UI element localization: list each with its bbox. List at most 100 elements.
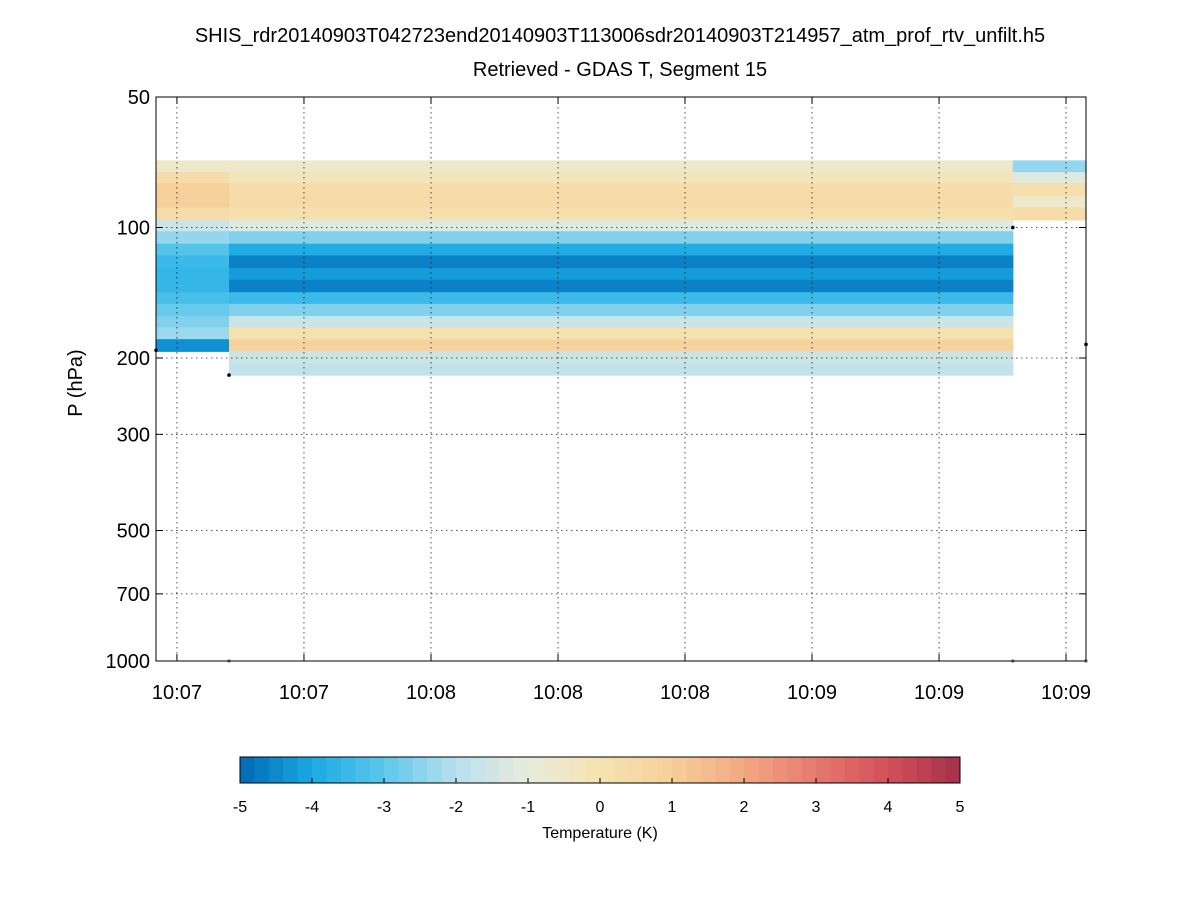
colorbar-segment (412, 757, 428, 783)
heatmap-cell (229, 363, 1014, 376)
colorbar-segment (628, 757, 644, 783)
colorbar-segment (830, 757, 846, 783)
colorbar-segment (398, 757, 414, 783)
colorbar-segment (499, 757, 515, 783)
colorbar-segment (556, 757, 572, 783)
heatmap (156, 160, 1087, 376)
x-tick-label: 10:08 (406, 682, 456, 704)
heatmap-cell (156, 279, 230, 293)
colorbar-segment (528, 757, 543, 783)
colorbar-segment (816, 757, 831, 783)
colorbar-segment (571, 757, 587, 783)
x-tick-label: 10:09 (914, 682, 964, 704)
colorbar-segment (470, 757, 486, 783)
heatmap-cell (156, 172, 230, 184)
heatmap-cell (229, 160, 1014, 173)
colorbar-segment (542, 757, 558, 783)
colorbar-segment (600, 757, 615, 783)
colorbar-segment (700, 757, 716, 783)
colorbar-tick-label: 3 (812, 799, 821, 816)
heatmap-cell (156, 243, 230, 257)
colorbar-tick-label: -1 (521, 799, 535, 816)
colorbar-tick-label: 2 (740, 799, 749, 816)
heatmap-cell (229, 172, 1014, 184)
heatmap-cell (1012, 207, 1087, 221)
grid (156, 97, 1086, 662)
heatmap-cell (156, 160, 230, 173)
colorbar-segment (427, 757, 443, 783)
heatmap-cell (229, 303, 1014, 317)
x-tick-label: 10:07 (279, 682, 329, 704)
colorbar-segment (585, 757, 601, 783)
colorbar-segment (744, 757, 759, 783)
colorbar-segment (513, 757, 529, 783)
heatmap-cell (156, 315, 230, 328)
colorbar-segment (326, 757, 342, 783)
colorbar-segment (801, 757, 817, 783)
y-axis: 50 100 200 300 500 700 1000 (106, 87, 1086, 673)
heatmap-cell (229, 292, 1014, 305)
y-tick-label: 500 (117, 521, 150, 543)
colorbar-tick-label: -5 (233, 799, 247, 816)
colorbar-segment (340, 757, 356, 783)
heatmap-cell (156, 303, 230, 317)
heatmap-cell (1012, 172, 1087, 184)
colorbar-segment (729, 757, 745, 783)
colorbar-segment (859, 757, 875, 783)
heatmap-cell (229, 231, 1014, 245)
colorbar-segment (686, 757, 702, 783)
heatmap-cell (156, 255, 230, 269)
colorbar-segment (758, 757, 774, 783)
heatmap-cell (229, 219, 1014, 232)
heatmap-cell (156, 339, 230, 352)
heatmap-cell (229, 315, 1014, 328)
markers (154, 225, 1088, 663)
colorbar-segment (657, 757, 673, 783)
y-axis-label: P (hPa) (65, 349, 87, 416)
colorbar-label: Temperature (K) (542, 825, 658, 842)
y-tick-label: 100 (117, 217, 150, 239)
x-tick-label: 10:09 (787, 682, 837, 704)
x-tick-label: 10:07 (152, 682, 202, 704)
colorbar-segment (873, 757, 889, 783)
colorbar-ticks: -5 -4 -3 -2 -1 0 1 2 3 4 5 (233, 778, 965, 816)
colorbar-tick-label: 1 (668, 799, 677, 816)
x-tick-label: 10:08 (660, 682, 710, 704)
heatmap-cell (229, 255, 1014, 269)
colorbar-segment (441, 757, 457, 783)
heatmap-cell (229, 268, 1014, 281)
colorbar-tick-label: 5 (956, 799, 965, 816)
plot-area-frame (155, 96, 1087, 662)
colorbar-segment (844, 757, 860, 783)
heatmap-cell (1012, 195, 1087, 209)
colorbar-segment (902, 757, 918, 783)
heatmap-cell (229, 195, 1014, 209)
colorbar-segment (355, 757, 371, 783)
colorbar-segment (268, 757, 284, 783)
colorbar-segment (945, 757, 961, 783)
heatmap-cell (229, 327, 1014, 340)
heatmap-cell (156, 231, 230, 245)
colorbar-segment (931, 757, 947, 783)
colorbar-segment (614, 757, 630, 783)
colorbar-tick-label: 0 (596, 799, 605, 816)
heatmap-cell (229, 279, 1014, 293)
heatmap-cell (229, 339, 1014, 352)
data-marker (1011, 225, 1015, 230)
colorbar-segment (297, 757, 313, 783)
colorbar-tick-label: 4 (884, 799, 893, 816)
colorbar-segment (456, 757, 471, 783)
x-axis: 10:07 10:07 10:08 10:08 10:08 10:09 10:09 10:09 (152, 97, 1091, 704)
y-tick-label: 700 (117, 584, 150, 606)
heatmap-cell (156, 207, 230, 221)
x-tick-label: 10:08 (533, 682, 583, 704)
heatmap-cell (156, 195, 230, 209)
colorbar-segment (672, 757, 687, 783)
colorbar-segment (240, 757, 255, 783)
heatmap-cell (1012, 183, 1087, 197)
colorbar-tick-label: -3 (377, 799, 391, 816)
colorbar-segment (888, 757, 903, 783)
heatmap-cell (156, 268, 230, 281)
y-tick-label: 300 (117, 424, 150, 446)
